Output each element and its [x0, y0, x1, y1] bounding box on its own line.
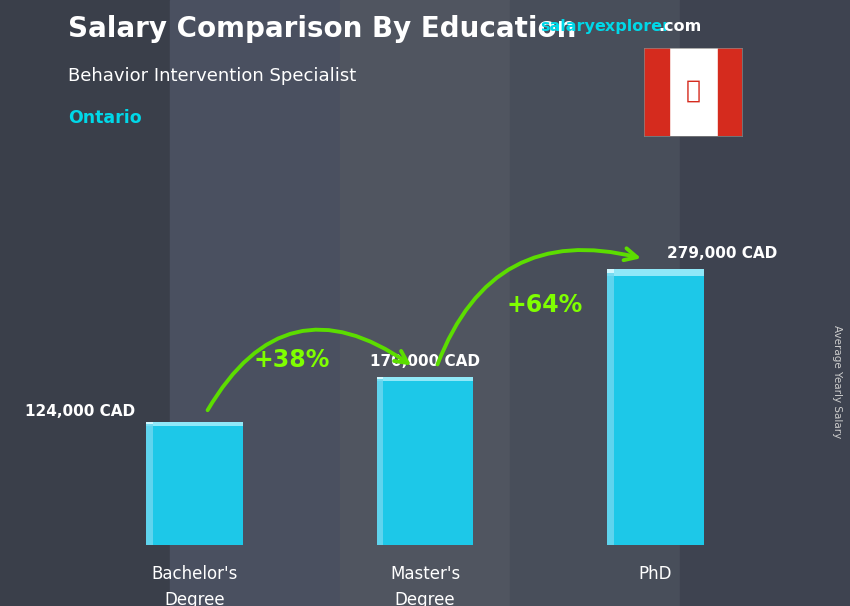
- Bar: [0, 0, 170, 606]
- Text: 170,000 CAD: 170,000 CAD: [370, 354, 480, 368]
- Text: +38%: +38%: [253, 348, 330, 372]
- Bar: [146, 422, 243, 425]
- Bar: [510, 0, 680, 606]
- Bar: [170, 0, 340, 606]
- Bar: [146, 422, 243, 545]
- Bar: [377, 377, 383, 379]
- Text: salary: salary: [540, 19, 595, 35]
- Bar: [377, 377, 473, 545]
- Bar: [377, 377, 473, 381]
- Bar: [340, 0, 510, 606]
- Bar: [146, 422, 153, 424]
- Bar: [607, 268, 614, 273]
- Text: +64%: +64%: [507, 293, 583, 317]
- Bar: [146, 422, 153, 545]
- Bar: [607, 268, 614, 545]
- Text: 🍁: 🍁: [686, 78, 700, 102]
- Text: explorer: explorer: [594, 19, 671, 35]
- Text: Salary Comparison By Education: Salary Comparison By Education: [68, 15, 576, 43]
- Bar: [377, 377, 383, 545]
- Bar: [607, 268, 704, 545]
- Bar: [607, 268, 704, 276]
- Text: .com: .com: [659, 19, 702, 35]
- Text: Ontario: Ontario: [68, 109, 142, 127]
- Text: Behavior Intervention Specialist: Behavior Intervention Specialist: [68, 67, 356, 85]
- Text: Average Yearly Salary: Average Yearly Salary: [832, 325, 842, 438]
- Bar: [644, 48, 669, 136]
- Bar: [680, 0, 850, 606]
- Text: 124,000 CAD: 124,000 CAD: [25, 404, 135, 419]
- Bar: [717, 48, 742, 136]
- Text: 279,000 CAD: 279,000 CAD: [667, 245, 777, 261]
